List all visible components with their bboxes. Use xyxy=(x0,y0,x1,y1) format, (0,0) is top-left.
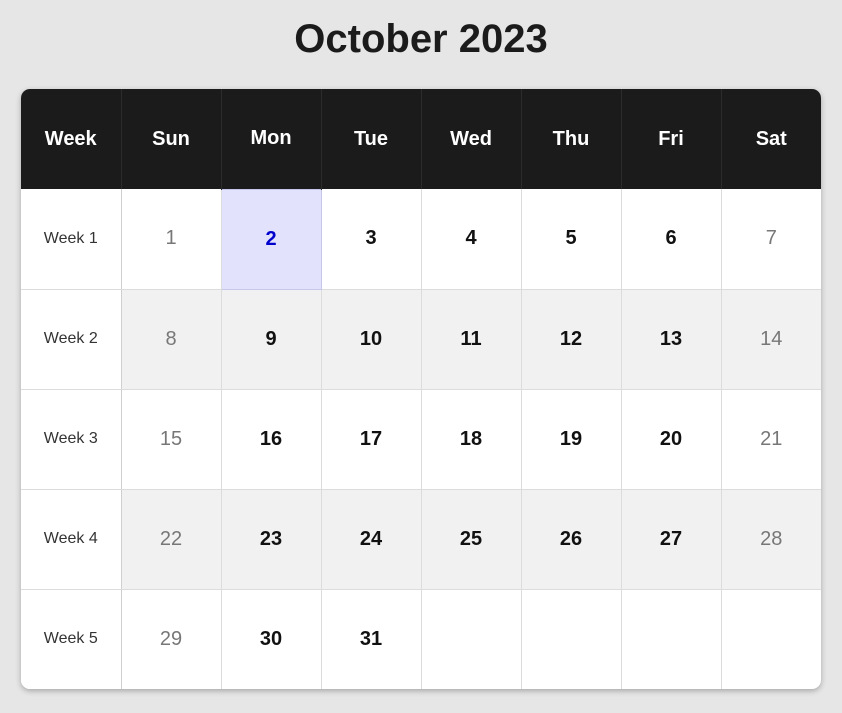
day-cell[interactable]: 10 xyxy=(321,289,422,390)
day-cell[interactable]: 20 xyxy=(621,389,722,490)
header-tue: Tue xyxy=(321,89,422,189)
day-cell[interactable]: 18 xyxy=(421,389,522,490)
week-label: Week 5 xyxy=(21,589,122,689)
week-row: Week 2 8 9 10 11 12 13 14 xyxy=(21,289,821,390)
day-cell[interactable]: 12 xyxy=(521,289,622,390)
day-cell-highlighted[interactable]: 2 xyxy=(220,188,322,290)
header-week: Week xyxy=(21,89,122,189)
day-cell[interactable]: 15 xyxy=(121,389,222,490)
calendar: Week Sun Mon Tue Wed Thu Fri Sat Week 1 … xyxy=(21,89,821,689)
day-cell[interactable]: 6 xyxy=(621,189,722,290)
day-cell[interactable]: 13 xyxy=(621,289,722,390)
calendar-table: Week Sun Mon Tue Wed Thu Fri Sat Week 1 … xyxy=(21,89,821,689)
page-title: October 2023 xyxy=(294,17,548,61)
day-cell[interactable]: 9 xyxy=(221,289,322,390)
day-cell-empty xyxy=(721,589,821,689)
day-cell[interactable]: 5 xyxy=(521,189,622,290)
day-cell[interactable]: 25 xyxy=(421,489,522,590)
week-label: Week 2 xyxy=(21,289,122,390)
day-cell[interactable]: 7 xyxy=(721,189,821,290)
day-cell[interactable]: 19 xyxy=(521,389,622,490)
week-row: Week 3 15 16 17 18 19 20 21 xyxy=(21,389,821,490)
day-cell[interactable]: 3 xyxy=(321,189,422,290)
day-cell[interactable]: 14 xyxy=(721,289,821,390)
header-thu: Thu xyxy=(521,89,622,189)
header-mon: Mon xyxy=(221,89,322,189)
header-fri: Fri xyxy=(621,89,722,189)
day-cell[interactable]: 28 xyxy=(721,489,821,590)
day-cell[interactable]: 1 xyxy=(121,189,222,290)
calendar-body: Week 1 1 2 3 4 5 6 7 Week 2 8 9 10 11 12… xyxy=(21,188,821,689)
day-cell-empty xyxy=(421,589,522,689)
day-cell[interactable]: 21 xyxy=(721,389,821,490)
header-sun: Sun xyxy=(121,89,222,189)
week-label: Week 4 xyxy=(21,489,122,590)
day-cell[interactable]: 27 xyxy=(621,489,722,590)
header-sat: Sat xyxy=(721,89,821,189)
day-cell[interactable]: 11 xyxy=(421,289,522,390)
day-cell[interactable]: 16 xyxy=(221,389,322,490)
day-cell[interactable]: 29 xyxy=(121,589,222,689)
day-cell[interactable]: 22 xyxy=(121,489,222,590)
day-cell[interactable]: 17 xyxy=(321,389,422,490)
week-label: Week 3 xyxy=(21,389,122,490)
day-cell[interactable]: 8 xyxy=(121,289,222,390)
calendar-header: Week Sun Mon Tue Wed Thu Fri Sat xyxy=(21,89,821,189)
week-label: Week 1 xyxy=(21,189,122,290)
day-cell[interactable]: 30 xyxy=(221,589,322,689)
week-row: Week 5 29 30 31 xyxy=(21,589,821,689)
header-wed: Wed xyxy=(421,89,522,189)
day-cell[interactable]: 26 xyxy=(521,489,622,590)
day-cell[interactable]: 4 xyxy=(421,189,522,290)
week-row: Week 4 22 23 24 25 26 27 28 xyxy=(21,489,821,590)
day-cell[interactable]: 31 xyxy=(321,589,422,689)
header-row: Week Sun Mon Tue Wed Thu Fri Sat xyxy=(21,89,821,189)
day-cell[interactable]: 24 xyxy=(321,489,422,590)
week-row: Week 1 1 2 3 4 5 6 7 xyxy=(21,188,821,290)
day-cell[interactable]: 23 xyxy=(221,489,322,590)
day-cell-empty xyxy=(621,589,722,689)
day-cell-empty xyxy=(521,589,622,689)
